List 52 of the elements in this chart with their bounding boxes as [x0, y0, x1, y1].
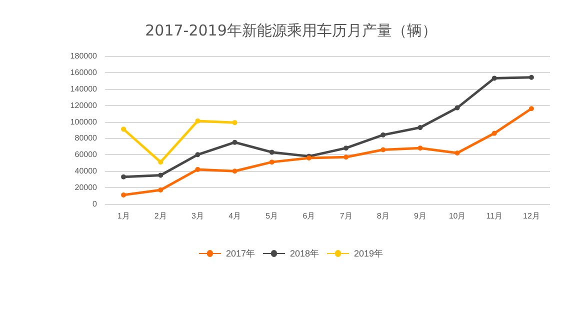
point [344, 146, 349, 151]
point [380, 147, 386, 152]
point [121, 126, 126, 132]
y-tick-label: 0 [92, 200, 98, 208]
point [454, 150, 460, 156]
y-tick-label: 140000 [70, 84, 98, 94]
y-tick-label: 120000 [70, 100, 98, 110]
point [232, 140, 238, 145]
x-tick-label: 12月 [523, 212, 540, 220]
point [269, 150, 274, 155]
legend-label: 2019年 [354, 248, 384, 258]
legend-label: 2017年 [226, 248, 255, 258]
point [195, 118, 200, 124]
x-tick-label: 10月 [448, 212, 466, 220]
y-tick-label: 80000 [74, 134, 98, 143]
y-tick-label: 180000 [70, 52, 98, 60]
x-tick-label: 6月 [302, 212, 316, 220]
point [492, 130, 497, 136]
point [528, 74, 534, 80]
point [492, 76, 497, 81]
point [344, 154, 349, 160]
x-tick-label: 3月 [191, 212, 204, 220]
point [232, 120, 238, 126]
y-tick-label: 100000 [70, 117, 98, 126]
point [158, 188, 164, 193]
x-tick-label: 11月 [486, 212, 503, 220]
x-tick-label: 9月 [414, 212, 426, 220]
x-tick-label: 8月 [376, 212, 390, 220]
point [232, 168, 238, 174]
point [195, 166, 200, 172]
point [418, 146, 423, 151]
x-tick-label: 1月 [117, 212, 130, 220]
legend-label: 2018年 [290, 248, 320, 258]
point [528, 106, 534, 112]
y-tick-label: 40000 [74, 166, 98, 176]
point [121, 192, 126, 198]
x-tick-label: 5月 [266, 212, 278, 220]
x-tick-label: 4月 [228, 212, 242, 220]
y-tick-label: 20000 [74, 183, 98, 192]
point [158, 160, 164, 165]
x-tick-label: 7月 [340, 212, 352, 220]
point [418, 125, 423, 130]
point [454, 105, 460, 110]
point [380, 132, 386, 138]
y-tick-label: 160000 [70, 68, 98, 77]
point [269, 160, 274, 165]
point [195, 152, 200, 158]
x-tick-label: 2月 [154, 212, 167, 220]
point [158, 172, 164, 178]
point [121, 174, 126, 180]
chart-title: 2017-2019年新能源乘用车历月产量（辆） [145, 22, 437, 40]
y-tick-label: 60000 [74, 150, 98, 160]
